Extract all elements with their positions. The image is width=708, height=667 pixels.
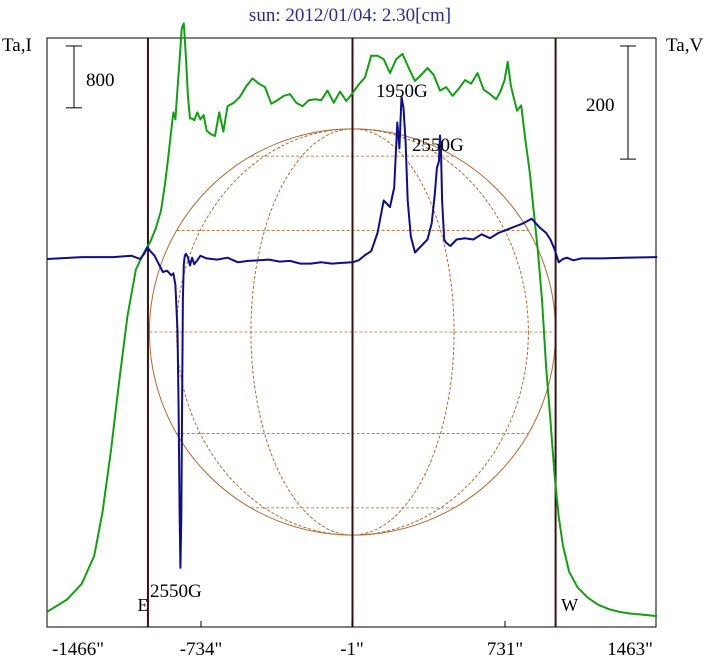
scale-bars: 800 200 — [66, 45, 636, 160]
x-tick-label: -1" — [340, 639, 364, 660]
right-axis-label: Ta,V — [666, 35, 703, 56]
data-series — [46, 22, 658, 618]
annotation-label: 2550G — [412, 135, 464, 156]
left-axis-label: Ta,I — [2, 35, 32, 56]
x-tick-label: -1466" — [52, 639, 104, 660]
chart-title: sun: 2012/01/04: 2.30[cm] — [249, 5, 451, 26]
marker-label: E — [137, 595, 148, 615]
x-tick-label: 1463" — [607, 639, 653, 660]
x-tick-label: 731" — [487, 639, 523, 660]
annotation-label: 1950G — [376, 81, 428, 102]
x-axis-ticks: -1466" -734" -1" 731" 1463" — [46, 621, 657, 660]
annotation-label: 2550G — [150, 581, 202, 602]
series-line-V — [47, 95, 658, 569]
annotations: 1950G 2550G 2550G — [150, 81, 464, 602]
scale-bar-label: 200 — [586, 95, 615, 116]
x-tick-label: -734" — [180, 639, 223, 660]
series-line-I — [46, 22, 658, 618]
marker-label: W — [561, 595, 578, 615]
scale-bar-label: 800 — [86, 70, 115, 91]
